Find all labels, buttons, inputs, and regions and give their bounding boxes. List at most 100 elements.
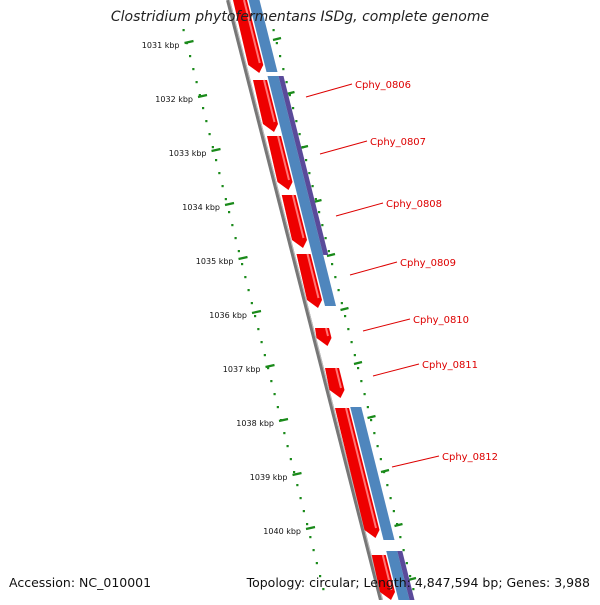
scale-dots-right-dot [324,237,327,240]
scale-dots-left-dot [257,328,260,331]
gene-label: Cphy_0808 [386,199,442,210]
scale-dots-left-dot [315,562,318,565]
scale-dots-left-dot [273,393,276,396]
scale-dots-right-dot [363,393,366,396]
cds-arrow [267,136,293,190]
scale-dots-left-dot [309,536,312,539]
accession-label: Accession: [9,575,76,590]
scale-dots-left-dot [293,471,296,474]
scale-dots-left-dot [319,575,322,578]
scale-dots-right-dot [327,250,330,253]
scale-dots-right-dot [288,94,291,97]
kbp-label: 1039 kbp [250,473,288,482]
topology-label: Topology: [246,575,306,590]
accession-value: NC_010001 [79,575,152,590]
kbp-tick [278,417,289,423]
accession-info: Accession: NC_010001 [9,575,151,590]
scale-dots-left-dot [270,380,273,383]
scale-dots-right-dot [376,445,379,448]
scale-dots-left-dot [289,458,292,461]
scale-dots-left-dot [302,510,305,513]
gene-leader-line [391,455,440,468]
scale-dots-right-dot [295,120,298,123]
scale-dots-left-dot [231,224,234,227]
scale-dots-left-dot [312,549,315,552]
scale-dots-right-dot [311,185,314,188]
cds-arrow [233,0,264,73]
kbp-tick [305,525,316,531]
scale-dots-right-dot [308,172,311,175]
cds-layer [233,0,395,600]
cds-arrow [296,254,322,308]
scale-dots-left-dot [244,276,247,279]
scale-dots-left-dot [202,107,205,110]
scale-dots-left-dot [276,406,279,409]
cds-highlight [291,194,305,239]
blue-track-segment [248,0,278,72]
scale-dots-right-dot [396,523,399,526]
scale-dots-left-dot [296,484,299,487]
cds-highlight [243,0,261,64]
cds-arrow [281,195,307,248]
kbp-label: 1032 kbp [155,95,193,104]
scale-dots-right-dot [337,289,340,292]
scale-dots-right-dot [409,575,412,578]
kbp-label: 1031 kbp [142,41,180,50]
gene-leader-line [349,261,398,276]
cds-highlight [335,367,342,389]
kbp-tick [211,147,221,153]
track-layer [248,0,415,600]
scale-dots-left-dot [205,120,208,123]
length-value: 4,847,594 bp [414,575,499,590]
scale-dots-right-dot [321,224,324,227]
scale-dots-left-dot [228,211,231,214]
kbp-tick-right [353,360,363,366]
scale-dots-left-dot [215,159,218,162]
cds-highlight [381,554,393,591]
kbp-label: 1040 kbp [263,527,301,536]
scale-dots-right-dot [360,380,363,383]
purple-track-segment [397,551,415,600]
cds-arrow [253,80,278,132]
scale-dots-left-dot [211,146,214,149]
scale-dots-left-dot [192,68,195,71]
scale-dots-right-dot [373,432,376,435]
scale-dots-right-dot [412,588,415,591]
scale-dots-right-dot [282,68,285,71]
scale-dots-right-dot [386,484,389,487]
blue-track-segment [267,76,336,306]
scale-dots-left-dot [234,237,237,240]
sequence-backbone-highlight [229,0,383,601]
gene-leader-line [319,140,368,155]
cds-arrow [335,408,380,538]
kbp-tick [197,93,208,99]
scale-dots-left-dot [195,81,198,84]
gene-label: Cphy_0806 [355,80,411,91]
scale-dots-left-dot [247,289,250,292]
scale-dots-left-dot [208,133,211,136]
kbp-tick-right [394,522,403,528]
blue-track-segment [386,551,410,600]
cds-highlight [306,253,320,299]
genes-label: Genes: [506,575,551,590]
scale-dots-right-dot [285,81,288,84]
scale-dots-right-dot [334,276,337,279]
kbp-tick [251,309,262,315]
scale-dots-right-dot [392,510,395,513]
gene-label: Cphy_0810 [413,315,469,326]
gene-leader-line [305,83,353,98]
scale-dots-left-dot [189,55,192,58]
kbp-tick [265,363,275,369]
scale-dots-right-dot [272,29,275,32]
cds-arrow [371,555,395,600]
kbp-tick [238,255,248,261]
scale-dots-right-dot [405,562,408,565]
scale-dots-right-dot [275,42,278,45]
kbp-tick-right [380,468,390,474]
kbp-tick [184,39,194,45]
scale-dots-left-dot [254,315,257,318]
genome-stats: Topology: circular; Length: 4,847,594 bp… [246,575,590,590]
scale-dots-right-dot [305,159,308,162]
scale-dots-right-dot [292,107,295,110]
